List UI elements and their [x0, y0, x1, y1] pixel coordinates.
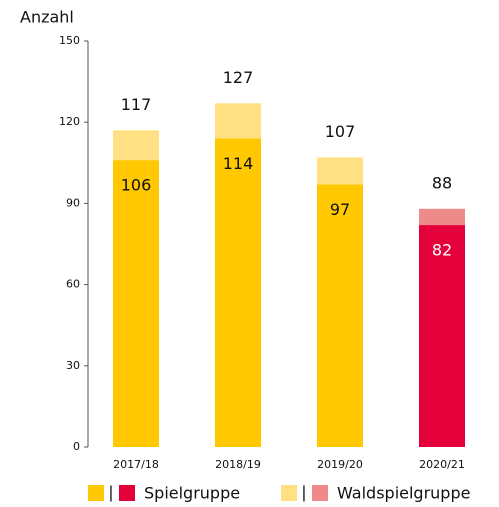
bar-segment — [419, 208, 465, 226]
value-label: 106 — [121, 176, 152, 195]
y-tick-label: 120 — [59, 115, 80, 128]
x-tick-label: 2020/21 — [419, 458, 465, 471]
value-label: 82 — [432, 241, 452, 260]
legend-swatch — [119, 485, 135, 501]
x-tick-label: 2019/20 — [317, 458, 363, 471]
legend-separator: | — [108, 483, 113, 502]
legend-label: Waldspielgruppe — [337, 484, 470, 503]
total-label: 107 — [325, 122, 356, 141]
bar-segment — [215, 138, 261, 447]
legend-separator: | — [301, 483, 306, 502]
legend-label: Spielgruppe — [144, 484, 240, 503]
x-tick-label: 2017/18 — [113, 458, 159, 471]
y-tick-label: 90 — [66, 196, 80, 209]
bar-segment — [317, 157, 363, 185]
total-label: 117 — [121, 95, 152, 114]
legend-swatch — [312, 485, 328, 501]
legend-swatch — [88, 485, 104, 501]
y-tick-label: 60 — [66, 278, 80, 291]
y-tick-label: 0 — [73, 440, 80, 453]
legend-swatch — [281, 485, 297, 501]
bar-segment — [113, 160, 159, 448]
value-label: 97 — [330, 200, 350, 219]
y-tick-label: 150 — [59, 34, 80, 47]
bar-segment — [215, 103, 261, 139]
total-label: 88 — [432, 173, 452, 192]
bar-segment — [113, 130, 159, 161]
y-tick-label: 30 — [66, 359, 80, 372]
total-label: 127 — [223, 68, 254, 87]
y-axis-label: Anzahl — [20, 8, 74, 27]
bar-segment — [317, 184, 363, 447]
x-tick-label: 2018/19 — [215, 458, 261, 471]
bar-segment — [419, 225, 465, 447]
value-label: 114 — [223, 154, 254, 173]
